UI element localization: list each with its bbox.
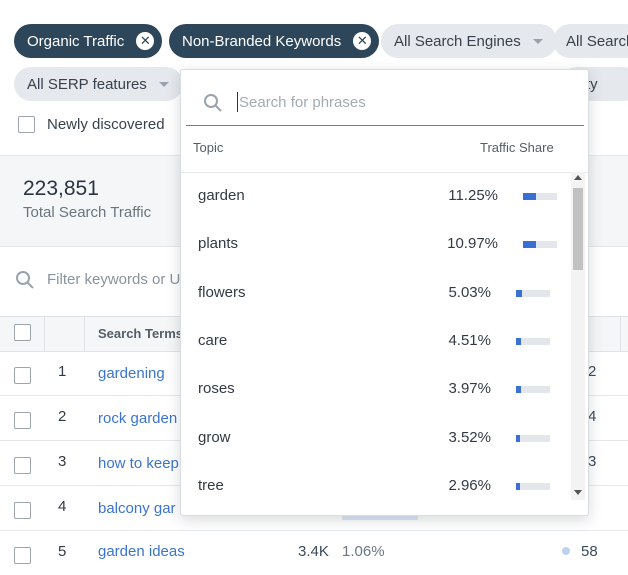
chevron-down-icon [532, 38, 543, 44]
row-checkbox[interactable] [14, 457, 31, 474]
filter-search-engines-dropdown[interactable]: All Search Engines [381, 24, 557, 58]
status-dot [562, 547, 570, 555]
topic-share-value: 3.97% [448, 380, 491, 398]
traffic-share-bar [516, 337, 550, 345]
topic-share-value: 3.52% [448, 428, 491, 446]
topic-share-value: 10.97% [447, 235, 498, 253]
keyword-filter-input[interactable]: Filter keywords or U [47, 271, 181, 288]
scroll-down-icon[interactable] [574, 490, 582, 495]
topic-option[interactable]: tree 2.96% [181, 462, 571, 510]
topic-option[interactable]: flowers 5.03% [181, 269, 571, 317]
traffic-share-bar-fill [523, 193, 536, 200]
traffic-share-bar [516, 386, 550, 394]
topic-share-value: 2.96% [448, 476, 491, 494]
topic-label: flowers [198, 283, 246, 301]
row-checkbox[interactable] [14, 502, 31, 519]
topic-dropdown: Search for phrases Topic Traffic Share g… [180, 69, 589, 516]
header-divider [620, 317, 621, 351]
traffic-share-bar-fill [516, 434, 520, 442]
search-term-link[interactable]: garden ideas [98, 543, 185, 560]
filter-serp-features-dropdown[interactable]: All SERP features [14, 67, 183, 101]
topic-label: grow [198, 428, 231, 446]
traffic-share-bar [516, 289, 550, 297]
filter-chip-organic-traffic[interactable]: Organic Traffic ✕ [14, 24, 163, 58]
total-traffic-value: 223,851 [23, 177, 99, 200]
topic-share-value: 11.25% [448, 187, 498, 204]
traffic-share-bar-fill [516, 289, 522, 297]
row-checkbox[interactable] [14, 547, 31, 564]
topic-option[interactable]: garden 11.25% [181, 172, 571, 220]
traffic-share-bar [516, 482, 550, 490]
dropdown-label: ty [586, 75, 598, 93]
row-share-bar [342, 514, 418, 520]
row-number: 4 [58, 498, 67, 515]
topic-label: tree [198, 476, 224, 494]
filter-chip-non-branded-keywords[interactable]: Non-Branded Keywords ✕ [169, 24, 380, 58]
traffic-share-bar-fill [523, 241, 536, 249]
row-value: 4 [588, 408, 597, 425]
scrollbar-thumb[interactable] [573, 188, 583, 270]
row-checkbox[interactable] [14, 367, 31, 384]
row-value: 58 [581, 543, 598, 560]
row-number: 5 [58, 543, 67, 560]
topic-label: care [198, 331, 228, 349]
column-traffic-share: Traffic Share [480, 140, 554, 155]
traffic-share-bar [523, 241, 557, 249]
topic-option[interactable]: grow 3.52% [181, 414, 571, 462]
close-icon[interactable]: ✕ [353, 32, 372, 50]
topic-label: garden [198, 187, 245, 204]
phrase-search-input[interactable]: Search for phrases [239, 94, 366, 111]
close-icon[interactable]: ✕ [136, 32, 155, 50]
search-term-link[interactable]: balcony gar [98, 500, 176, 517]
topic-share-value: 4.51% [448, 331, 491, 349]
dropdown-label: All Search [566, 32, 628, 50]
row-value: 2 [588, 363, 597, 380]
header-divider [44, 317, 45, 351]
topic-share-value: 5.03% [448, 283, 491, 301]
search-icon [202, 92, 224, 114]
traffic-share-bar [523, 193, 557, 200]
dropdown-header: Topic Traffic Share [181, 140, 588, 173]
topic-option[interactable]: roses 3.97% [181, 365, 571, 413]
search-term-link[interactable]: how to keep [98, 455, 179, 472]
column-topic: Topic [193, 140, 224, 155]
table-row: 4 balcony gar [0, 486, 628, 531]
newly-discovered-checkbox[interactable] [18, 116, 35, 133]
newly-discovered-label: Newly discovered [47, 116, 165, 133]
text-cursor [237, 92, 238, 112]
filter-chip-label: Organic Traffic [27, 32, 125, 50]
search-term-link[interactable]: gardening [98, 365, 165, 382]
topic-option[interactable]: plants 10.97% [181, 220, 571, 268]
search-term-link[interactable]: rock garden [98, 410, 178, 427]
scroll-up-icon[interactable] [574, 175, 582, 180]
row-share: 1.06% [342, 543, 385, 560]
row-number: 3 [58, 453, 67, 470]
row-traffic: 3.4K [298, 543, 329, 560]
row-number: 2 [58, 408, 67, 425]
topic-option[interactable]: care 4.51% [181, 317, 571, 365]
column-search-terms[interactable]: Search Terms [98, 326, 184, 341]
traffic-share-bar [516, 434, 550, 442]
select-all-checkbox[interactable] [14, 324, 31, 341]
traffic-share-bar-fill [516, 337, 521, 345]
header-divider [84, 317, 85, 351]
search-underline [186, 125, 584, 126]
topic-label: plants [198, 235, 239, 253]
traffic-share-bar-fill [516, 386, 521, 394]
dropdown-label: All SERP features [27, 75, 147, 93]
filter-search-cut-dropdown[interactable]: All Search [553, 24, 628, 58]
topic-label: roses [198, 380, 235, 398]
table-row: 5 garden ideas 3.4K 1.06% 58 [0, 531, 628, 575]
chevron-down-icon [158, 81, 169, 87]
row-value: 3 [588, 453, 597, 470]
search-icon [14, 269, 36, 291]
dropdown-label: All Search Engines [394, 32, 521, 50]
row-number: 1 [58, 363, 67, 380]
row-checkbox[interactable] [14, 412, 31, 429]
total-traffic-label: Total Search Traffic [23, 204, 152, 221]
filter-chip-label: Non-Branded Keywords [182, 32, 342, 50]
traffic-share-bar-fill [516, 482, 520, 490]
